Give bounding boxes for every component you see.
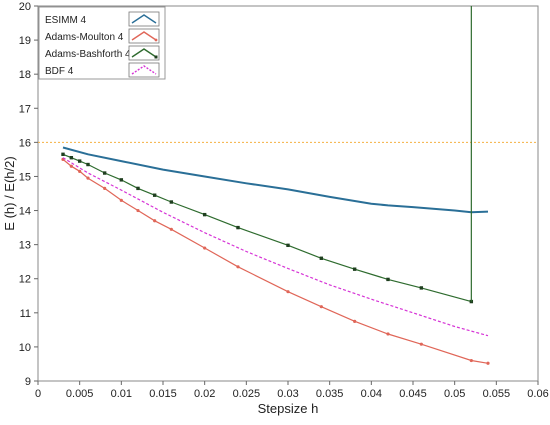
- series-point: [86, 162, 90, 167]
- x-tick-label: 0.045: [399, 388, 427, 400]
- legend-label: Adams-Moulton 4: [45, 32, 124, 43]
- series-point: [153, 219, 157, 223]
- legend: ESIMM 4 Adams-Moulton 4 Adams-Bashforth 4 B…: [38, 6, 166, 80]
- series-line: [62, 157, 489, 337]
- series-point: [353, 319, 357, 323]
- y-tick-label: 18: [19, 69, 31, 81]
- legend-swatch: [131, 14, 157, 24]
- x-tick-label: 0.025: [233, 388, 261, 400]
- y-tick-label: 15: [19, 171, 31, 183]
- legend-label: Adams-Bashforth 4: [45, 49, 131, 60]
- axes-layer: 0 0.005 0.01 0.015 0.02 0.025 0.03 0.035 0.04 0.0…: [19, 1, 549, 400]
- series-layer: [61, 6, 490, 365]
- series-point: [103, 186, 107, 190]
- x-tick-label: 0.05: [444, 388, 465, 400]
- y-tick-label: 19: [19, 35, 31, 47]
- y-tick-label: 9: [25, 376, 31, 388]
- y-tick-label: 16: [19, 137, 31, 149]
- legend-swatch-box: [128, 11, 160, 27]
- series-point: [319, 305, 323, 309]
- series-point: [136, 208, 140, 213]
- x-tick-label: 0.055: [483, 388, 511, 400]
- legend-swatch: [131, 65, 157, 75]
- y-tick-label: 17: [19, 103, 31, 115]
- x-tick-label: 0.03: [277, 388, 298, 400]
- legend-marker: [154, 55, 158, 59]
- series-point: [286, 243, 290, 248]
- series-point: [69, 156, 74, 160]
- series-point: [61, 152, 65, 156]
- x-tick-label: 0.04: [361, 388, 382, 400]
- series-point: [352, 267, 357, 271]
- legend-swatch-box: [128, 62, 160, 78]
- legend-marker: [154, 38, 158, 42]
- legend-swatch-box: [128, 45, 160, 61]
- series-point: [69, 164, 73, 168]
- y-tick-label: 13: [19, 240, 31, 252]
- series-0: [62, 146, 489, 214]
- series-point: [386, 332, 390, 336]
- series-point: [236, 265, 240, 269]
- series-point: [236, 225, 240, 230]
- series-point: [486, 361, 490, 365]
- series-point: [86, 176, 90, 180]
- y-tick-label: 20: [19, 1, 31, 13]
- series-3: [62, 157, 489, 337]
- y-axis-title: E (h) / E(h/2): [2, 156, 17, 230]
- series-point: [386, 277, 390, 282]
- y-tick-label: 11: [20, 308, 31, 320]
- series-point: [286, 290, 290, 294]
- x-tick-label: 0: [35, 388, 41, 400]
- series-point: [77, 159, 82, 163]
- x-tick-label: 0.015: [149, 388, 177, 400]
- legend-swatch: [131, 48, 157, 58]
- legend-label: ESIMM 4: [45, 15, 87, 26]
- series-point: [169, 200, 174, 204]
- series-point: [78, 169, 82, 173]
- series-point: [203, 246, 207, 250]
- series-point: [319, 256, 324, 260]
- x-tick-label: 0.005: [66, 388, 94, 400]
- series-line: [62, 146, 489, 214]
- series-point: [136, 186, 140, 191]
- series-point: [102, 171, 107, 175]
- series-point: [152, 193, 157, 197]
- series-point: [119, 198, 123, 202]
- legend-label: BDF 4: [45, 66, 74, 77]
- series-point: [419, 286, 424, 290]
- series-point: [469, 358, 473, 363]
- x-tick-label: 0.06: [527, 388, 548, 400]
- series-point: [119, 178, 124, 182]
- series-point: [202, 212, 207, 217]
- y-tick-label: 14: [19, 206, 31, 218]
- series-line: [62, 158, 489, 364]
- series-point: [169, 227, 173, 231]
- x-tick-label: 0.01: [111, 388, 132, 400]
- y-tick-label: 12: [19, 274, 31, 286]
- x-axis-title: Stepsize h: [258, 401, 319, 416]
- x-tick-label: 0.02: [194, 388, 215, 400]
- y-tick-label: 10: [19, 342, 31, 354]
- series-1: [61, 157, 490, 365]
- series-point: [419, 342, 423, 346]
- x-tick-label: 0.035: [316, 388, 344, 400]
- legend-swatch: [131, 31, 157, 41]
- legend-swatch-box: [128, 28, 160, 44]
